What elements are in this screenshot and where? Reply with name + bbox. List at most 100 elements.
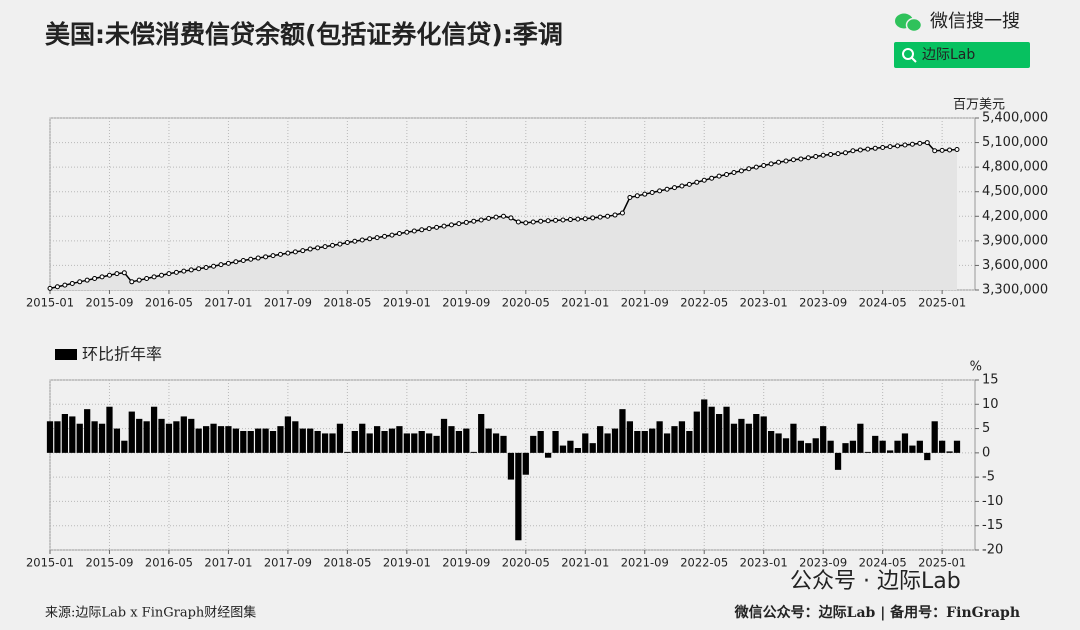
point (330, 242, 336, 248)
point (805, 155, 811, 161)
point (508, 215, 514, 221)
bar (753, 414, 760, 453)
bar (84, 409, 91, 453)
y-tick-label: 15 (982, 373, 999, 388)
bar (121, 440, 128, 453)
point (84, 277, 90, 283)
x-tick-label: 2015-01 (26, 296, 74, 310)
bar (894, 440, 901, 453)
x-tick-label: 2017-01 (204, 296, 252, 310)
bar (649, 428, 656, 453)
bar (61, 414, 68, 453)
point (828, 151, 834, 157)
bar (820, 426, 827, 453)
bar (418, 431, 425, 453)
y-tick-label: 4,800,000 (982, 160, 1048, 175)
point (114, 271, 120, 277)
point (523, 220, 529, 226)
bar (485, 428, 492, 453)
point (426, 226, 432, 232)
point (560, 217, 566, 223)
x-tick-label: 2019-09 (442, 296, 490, 310)
bar (530, 435, 537, 453)
point (471, 218, 477, 224)
point (679, 183, 685, 189)
point (612, 212, 618, 218)
bar (559, 445, 567, 453)
point (553, 217, 559, 223)
point (144, 276, 150, 282)
point (344, 239, 350, 245)
point (121, 270, 127, 276)
point (738, 168, 744, 174)
bar (54, 421, 61, 453)
bar (663, 433, 671, 453)
y-tick-label: 3,300,000 (982, 283, 1048, 298)
search-button-label[interactable]: 边际Lab (922, 47, 975, 63)
point (627, 194, 633, 200)
bar (284, 416, 292, 453)
point (857, 147, 863, 153)
point (136, 277, 142, 283)
point (746, 166, 752, 172)
bar (701, 399, 708, 453)
point (917, 140, 923, 146)
point (954, 147, 960, 153)
bar (901, 433, 909, 453)
x-tick-label: 2024-05 (859, 296, 907, 310)
bar (292, 421, 299, 453)
bar (336, 423, 344, 453)
bar (180, 416, 187, 453)
bar (939, 440, 946, 453)
wechat-icon (895, 13, 923, 33)
point (411, 228, 417, 234)
y-tick-label: -10 (982, 494, 1003, 509)
y-tick-label: 10 (982, 397, 999, 412)
point (248, 256, 254, 262)
bar (403, 433, 410, 453)
point (129, 279, 135, 285)
point (367, 236, 373, 242)
point (924, 140, 930, 146)
point (724, 172, 730, 178)
x-tick-label: 2023-01 (740, 556, 788, 570)
bar (113, 428, 121, 453)
point (501, 213, 506, 219)
bar (277, 426, 284, 453)
point (909, 141, 915, 147)
bar (842, 443, 849, 453)
point (166, 271, 172, 277)
point (359, 237, 365, 243)
point (605, 213, 611, 219)
bar (440, 418, 448, 453)
bar (849, 440, 857, 453)
point (307, 246, 313, 252)
point (218, 262, 224, 268)
point (456, 221, 462, 227)
bar (634, 431, 641, 453)
y-tick-label: -15 (982, 518, 1003, 533)
bar (953, 440, 961, 453)
bar (262, 428, 269, 453)
point (211, 263, 217, 269)
bar (217, 426, 225, 453)
bar (329, 433, 336, 453)
x-tick-label: 2021-09 (621, 556, 669, 570)
x-tick-label: 2018-05 (323, 556, 371, 570)
y-tick-label: 4,500,000 (982, 184, 1048, 199)
y-tick-label: -5 (982, 470, 995, 485)
x-tick-label: 2019-01 (383, 296, 431, 310)
bar (426, 433, 433, 453)
x-tick-label: 2018-05 (323, 296, 371, 310)
bar (478, 414, 485, 453)
x-tick-label: 2021-09 (621, 296, 669, 310)
point (240, 258, 246, 264)
search-button[interactable] (894, 42, 1030, 68)
bar (924, 452, 931, 461)
point (315, 245, 321, 251)
point (77, 279, 83, 285)
bar (611, 428, 619, 453)
point (753, 164, 759, 170)
bar (552, 431, 559, 453)
